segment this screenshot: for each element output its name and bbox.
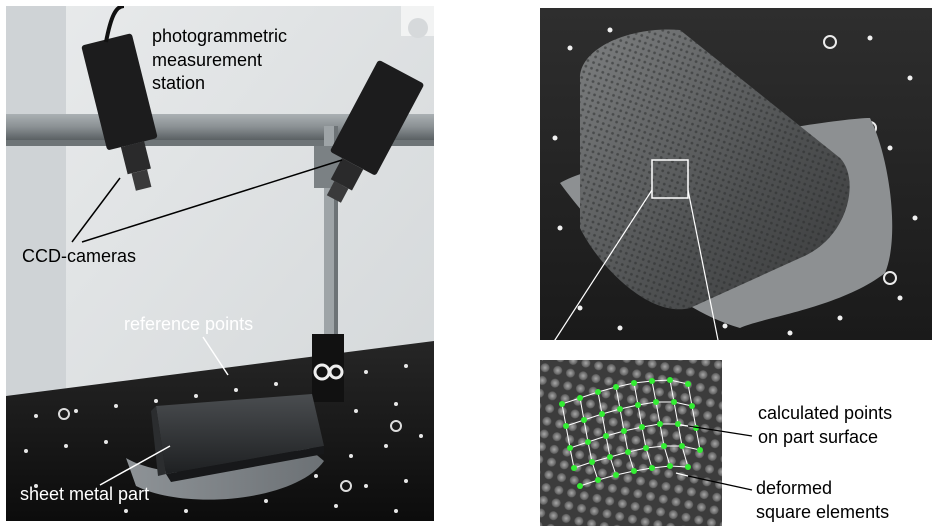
- right-pointer-lines: [675, 424, 753, 491]
- zoom-photo: [540, 360, 722, 526]
- calculated-points-markers: [559, 377, 703, 489]
- left-photo: [6, 6, 434, 521]
- station-label-line-2: measurement: [152, 50, 263, 70]
- grid-zoom-photo: [540, 360, 722, 526]
- station-label-line-1: photogrammetric: [152, 26, 288, 46]
- cameras-label: CCD-cameras: [22, 246, 137, 266]
- calculated-points-label-line-2: on part surface: [758, 427, 879, 447]
- station-label-line-3: station: [152, 73, 206, 93]
- part-photo: [540, 8, 932, 340]
- formed-part-photo: [540, 8, 932, 340]
- calculated-points-label-line-1: calculated points: [758, 403, 893, 423]
- zoom-region-marker: [651, 159, 689, 199]
- deformed-elements-label-line-2: square elements: [756, 502, 890, 522]
- sheet-metal-part-label: sheet metal part: [20, 484, 150, 504]
- measurement-station-photo: [6, 6, 434, 521]
- deformed-elements-label-line-1: deformed: [756, 478, 833, 498]
- zoom-connector-lines: [541, 189, 723, 361]
- left-pointer-lines: [71, 159, 343, 486]
- reference-dots: [24, 364, 423, 513]
- reference-points-label: reference points: [124, 314, 254, 334]
